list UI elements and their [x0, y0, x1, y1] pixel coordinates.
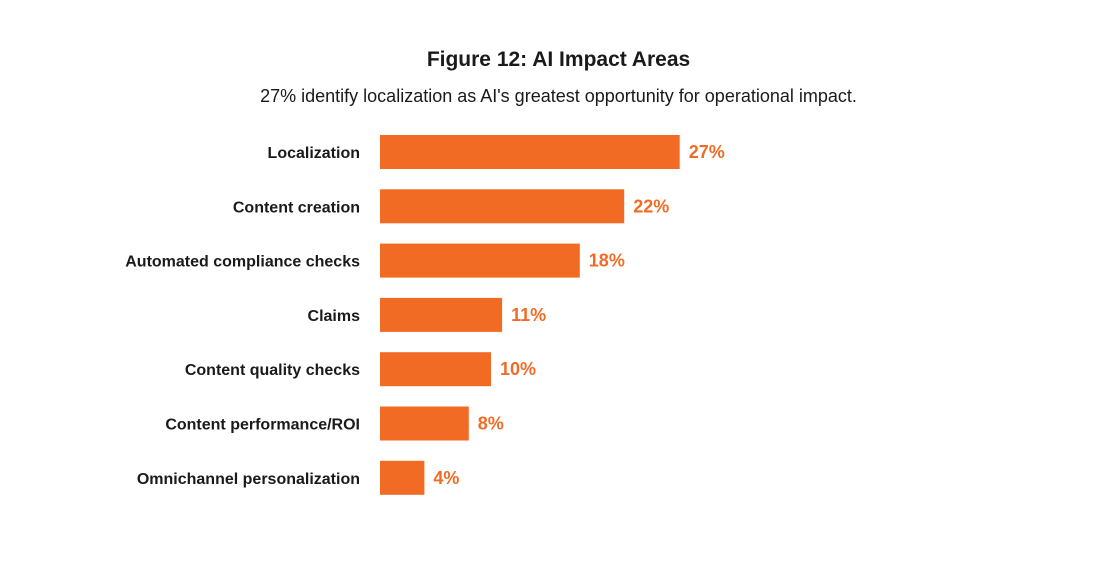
chart-subtitle: 27% identify localization as AI's greate…	[260, 86, 857, 106]
bar-content-performance-roi	[380, 406, 469, 441]
category-label-claims: Claims	[308, 308, 361, 325]
value-label-omnichannel-personalization: 4%	[433, 468, 459, 488]
value-label-content-performance-roi: 8%	[478, 414, 504, 434]
category-label-omnichannel-personalization: Omnichannel personalization	[137, 471, 360, 488]
value-label-localization: 27%	[689, 142, 725, 162]
bar-content-creation	[380, 189, 625, 224]
category-label-localization: Localization	[268, 145, 360, 162]
category-label-content-performance-roi: Content performance/ROI	[165, 417, 360, 434]
bar-omnichannel-personalization	[380, 460, 425, 495]
value-label-content-quality-checks: 10%	[500, 359, 536, 379]
bar-content-quality-checks	[380, 352, 491, 387]
value-label-content-creation: 22%	[633, 196, 669, 216]
bar-claims	[380, 297, 503, 332]
category-label-content-creation: Content creation	[233, 199, 360, 216]
value-label-automated-compliance-checks: 18%	[589, 251, 625, 271]
value-label-claims: 11%	[511, 305, 546, 325]
bar-localization	[380, 135, 680, 169]
chart-title: Figure 12: AI Impact Areas	[426, 48, 691, 71]
bar-automated-compliance-checks	[380, 243, 580, 278]
category-label-automated-compliance-checks: Automated compliance checks	[125, 254, 360, 271]
category-label-content-quality-checks: Content quality checks	[185, 362, 360, 379]
